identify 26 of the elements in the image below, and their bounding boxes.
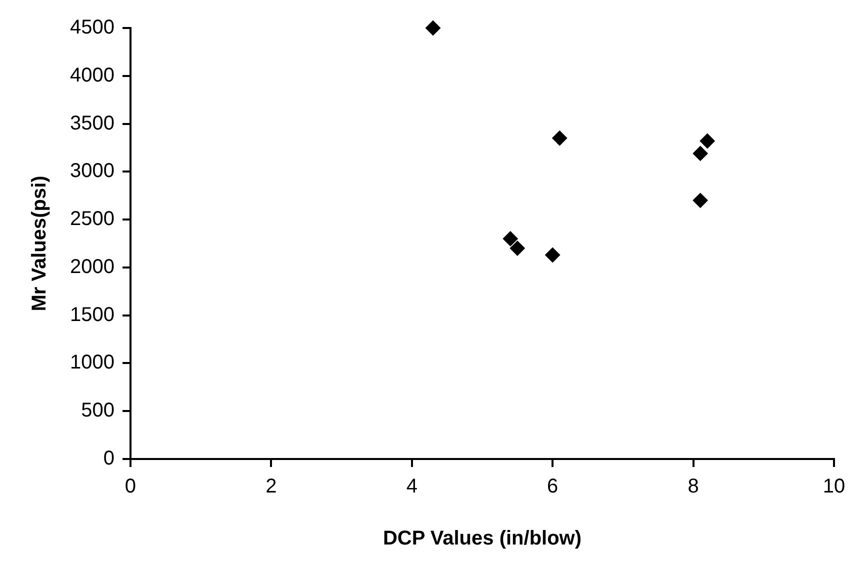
y-tick-label: 1000 — [70, 352, 114, 374]
x-tick-label: 2 — [266, 476, 277, 498]
y-tick-label: 2500 — [70, 208, 114, 230]
x-axis-title: DCP Values (in/blow) — [382, 528, 582, 550]
x-tick-label: 8 — [688, 476, 699, 498]
y-tick-label: 4000 — [70, 64, 114, 86]
x-tick-label: 0 — [124, 476, 136, 498]
point — [426, 20, 440, 36]
point — [700, 134, 715, 149]
point — [545, 247, 560, 262]
point — [692, 192, 708, 208]
y-tick-label: 3000 — [70, 160, 114, 182]
y-tick-label: 2000 — [70, 256, 114, 278]
point — [692, 146, 708, 161]
point — [552, 130, 568, 146]
y-axis-title: Mr Values(psi) — [28, 176, 51, 312]
x-tick-label: 10 — [822, 476, 846, 498]
y-tick-label: 1500 — [70, 304, 114, 326]
y-tick-label: 500 — [81, 400, 114, 422]
y-tick-label: 3500 — [70, 112, 114, 134]
x-tick-label: 6 — [547, 476, 558, 498]
y-tick-label: 4500 — [70, 16, 114, 39]
point — [502, 231, 518, 246]
point — [510, 240, 525, 256]
y-tick-label: 0 — [103, 448, 114, 470]
x-tick-label: 4 — [406, 476, 418, 498]
